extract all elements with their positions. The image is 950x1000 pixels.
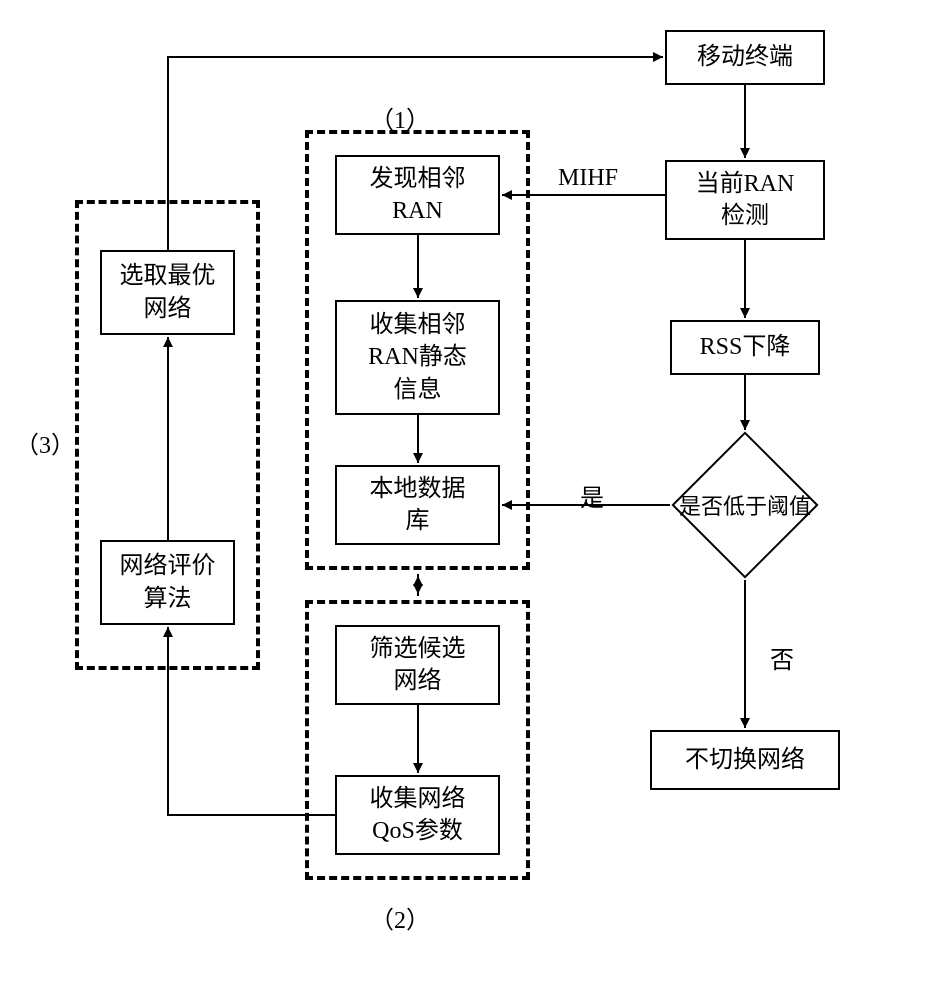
group-1-label: （1） <box>370 100 430 135</box>
node-label: 网络评价 算法 <box>120 550 216 615</box>
node-label: 选取最优 网络 <box>120 260 216 325</box>
node-label: 收集相邻 RAN静态 信息 <box>368 309 467 406</box>
decision-label: 是否低于阈值 <box>679 489 811 521</box>
node-eval-algorithm: 网络评价 算法 <box>100 540 235 625</box>
node-label: 本地数据 库 <box>370 473 466 538</box>
node-filter-candidate: 筛选候选 网络 <box>335 625 500 705</box>
node-label: 收集网络 QoS参数 <box>370 783 466 848</box>
node-rss-drop: RSS下降 <box>670 320 820 375</box>
node-label: 移动终端 <box>697 41 793 73</box>
node-ran-detect: 当前RAN 检测 <box>665 160 825 240</box>
group-2-label: （2） <box>370 900 430 935</box>
edge-label-mihf: MIHF <box>558 165 618 192</box>
node-select-best: 选取最优 网络 <box>100 250 235 335</box>
node-mobile-terminal: 移动终端 <box>665 30 825 85</box>
node-no-handoff: 不切换网络 <box>650 730 840 790</box>
edge-label-no: 否 <box>770 640 794 675</box>
node-local-db: 本地数据 库 <box>335 465 500 545</box>
decision-threshold: 是否低于阈值 <box>671 431 818 578</box>
group-3-label: （3） <box>15 425 75 460</box>
node-label: 筛选候选 网络 <box>370 633 466 698</box>
node-discover-ran: 发现相邻 RAN <box>335 155 500 235</box>
node-label: 不切换网络 <box>685 744 805 776</box>
node-label: RSS下降 <box>700 331 791 363</box>
node-label: 发现相邻 RAN <box>370 163 466 228</box>
node-collect-static: 收集相邻 RAN静态 信息 <box>335 300 500 415</box>
node-collect-qos: 收集网络 QoS参数 <box>335 775 500 855</box>
edge-label-yes: 是 <box>580 478 604 513</box>
node-label: 当前RAN 检测 <box>696 168 795 233</box>
